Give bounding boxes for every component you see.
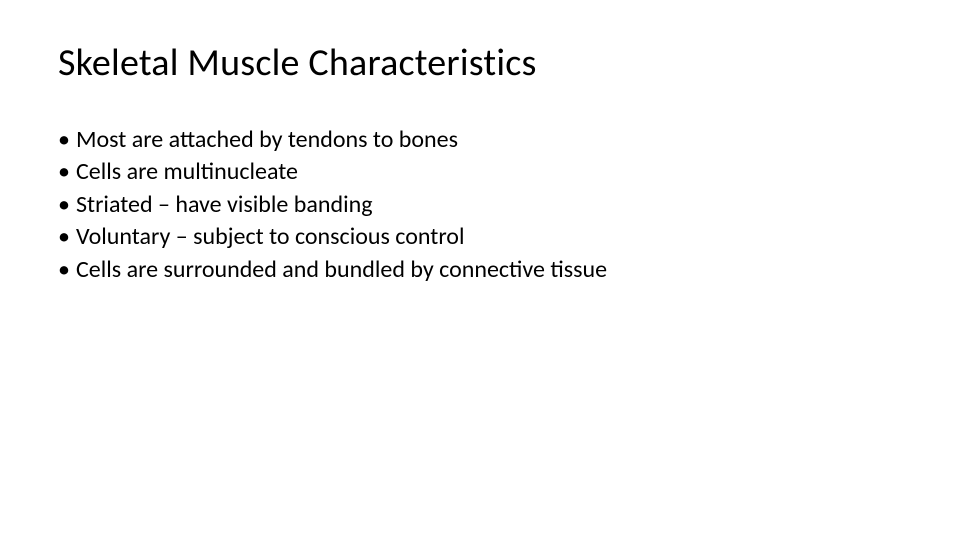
slide-container: Skeletal Muscle Characteristics Most are…: [0, 0, 960, 540]
bullet-item: Most are attached by tendons to bones: [58, 124, 902, 156]
bullet-item: Voluntary – subject to conscious control: [58, 221, 902, 253]
bullet-list: Most are attached by tendons to bones Ce…: [58, 124, 902, 286]
bullet-item: Striated – have visible banding: [58, 189, 902, 221]
bullet-item: Cells are multinucleate: [58, 156, 902, 188]
bullet-item: Cells are surrounded and bundled by conn…: [58, 254, 902, 286]
slide-title: Skeletal Muscle Characteristics: [58, 40, 902, 86]
